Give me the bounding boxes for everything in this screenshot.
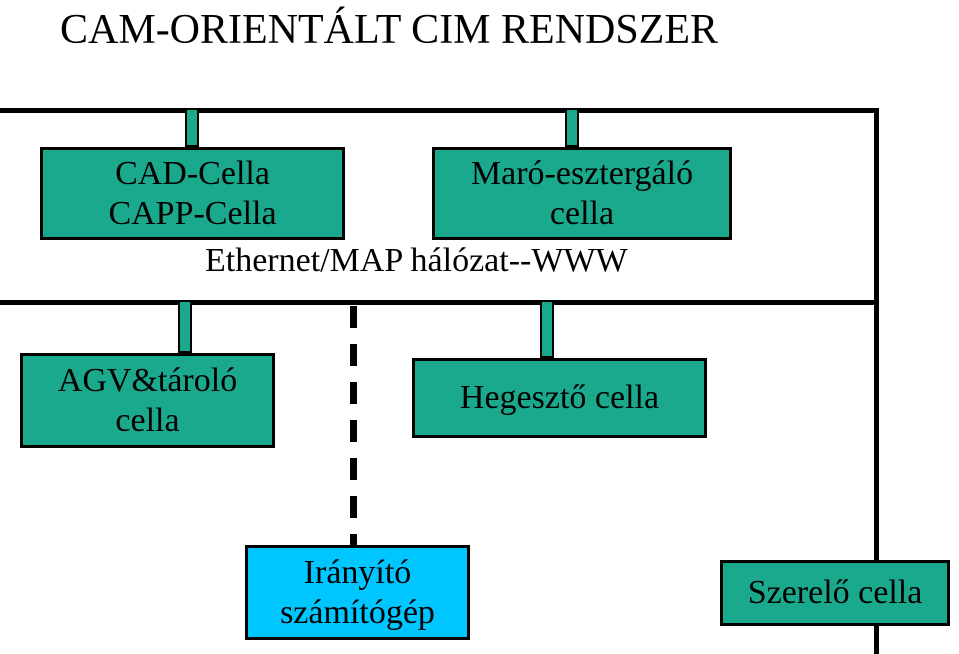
dashed-segment xyxy=(350,534,357,545)
bus-line-2 xyxy=(0,300,879,305)
dashed-segment xyxy=(350,344,357,366)
connector-hegeszto xyxy=(540,300,554,358)
bus-line-1 xyxy=(0,108,879,113)
node-szerelo-cella: Szerelő cella xyxy=(720,560,950,626)
node-text-line: CAD-Cella xyxy=(115,154,270,193)
dashed-segment xyxy=(350,420,357,442)
node-cad-cella: CAD-CellaCAPP-Cella xyxy=(40,147,345,240)
node-text-line: Szerelő cella xyxy=(748,573,923,612)
dashed-segment xyxy=(350,306,357,328)
node-text-line: számítógép xyxy=(280,593,435,632)
node-text-line: CAPP-Cella xyxy=(108,194,276,233)
connector-cad xyxy=(185,108,199,147)
network-label: Ethernet/MAP hálózat--WWW xyxy=(205,242,628,280)
node-maro-cella: Maró-esztergálócella xyxy=(432,147,732,240)
connector-agv xyxy=(178,300,192,353)
node-text-line: Maró-esztergáló xyxy=(471,154,693,193)
connector-maro xyxy=(565,108,579,147)
dashed-segment xyxy=(350,458,357,480)
node-text-line: AGV&tároló xyxy=(58,361,237,400)
dashed-segment xyxy=(350,496,357,518)
node-text-line: Hegesztő cella xyxy=(460,378,659,417)
dashed-segment xyxy=(350,382,357,404)
node-text-line: cella xyxy=(115,401,179,440)
node-text-line: Irányító xyxy=(304,553,412,592)
page-title: CAM-ORIENTÁLT CIM RENDSZER xyxy=(60,6,718,54)
node-text-line: cella xyxy=(550,194,614,233)
node-iranyito: Irányítószámítógép xyxy=(245,545,470,640)
node-agv-cella: AGV&tárolócella xyxy=(20,353,275,448)
node-hegeszto-cella: Hegesztő cella xyxy=(412,358,707,438)
